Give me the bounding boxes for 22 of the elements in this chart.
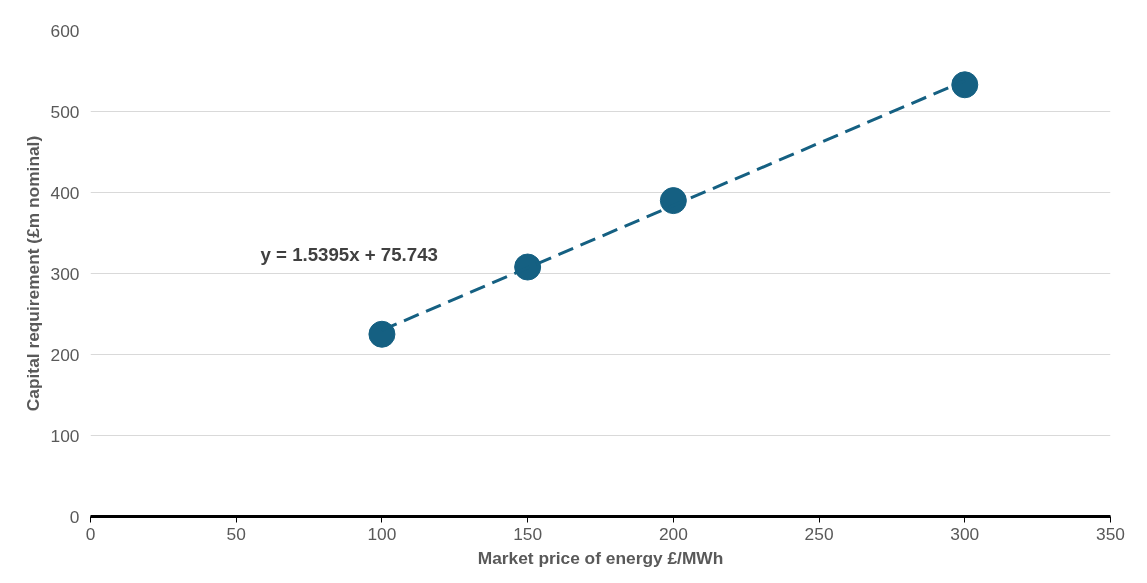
y-axis-title: Capital requirement (£m nominal) bbox=[22, 135, 43, 412]
x-tick-label: 300 bbox=[950, 523, 980, 544]
point bbox=[659, 187, 687, 215]
y-tick-label: 300 bbox=[50, 263, 80, 284]
point bbox=[368, 320, 396, 348]
x-tick-label: 50 bbox=[226, 523, 246, 544]
point bbox=[951, 71, 979, 99]
point bbox=[514, 253, 542, 281]
x-tick-label: 250 bbox=[804, 523, 834, 544]
y-tick-label: 0 bbox=[69, 506, 80, 527]
y-tick-label: 200 bbox=[50, 344, 80, 365]
annotation: y = 1.5395x + 75.743 bbox=[260, 244, 438, 266]
y-tick-label: 400 bbox=[50, 182, 80, 203]
y-tick-label: 600 bbox=[50, 20, 80, 41]
y-tick-label: 100 bbox=[50, 425, 80, 446]
y-tick-label: 500 bbox=[50, 101, 80, 122]
x-tick-label: 100 bbox=[367, 523, 397, 544]
x-tick-label: 200 bbox=[658, 523, 688, 544]
x-tick-label: 150 bbox=[513, 523, 543, 544]
x-tick-label: 350 bbox=[1096, 523, 1125, 544]
x-axis-title: Market price of energy £/MWh bbox=[477, 547, 724, 568]
x-tick-label: 0 bbox=[85, 523, 96, 544]
